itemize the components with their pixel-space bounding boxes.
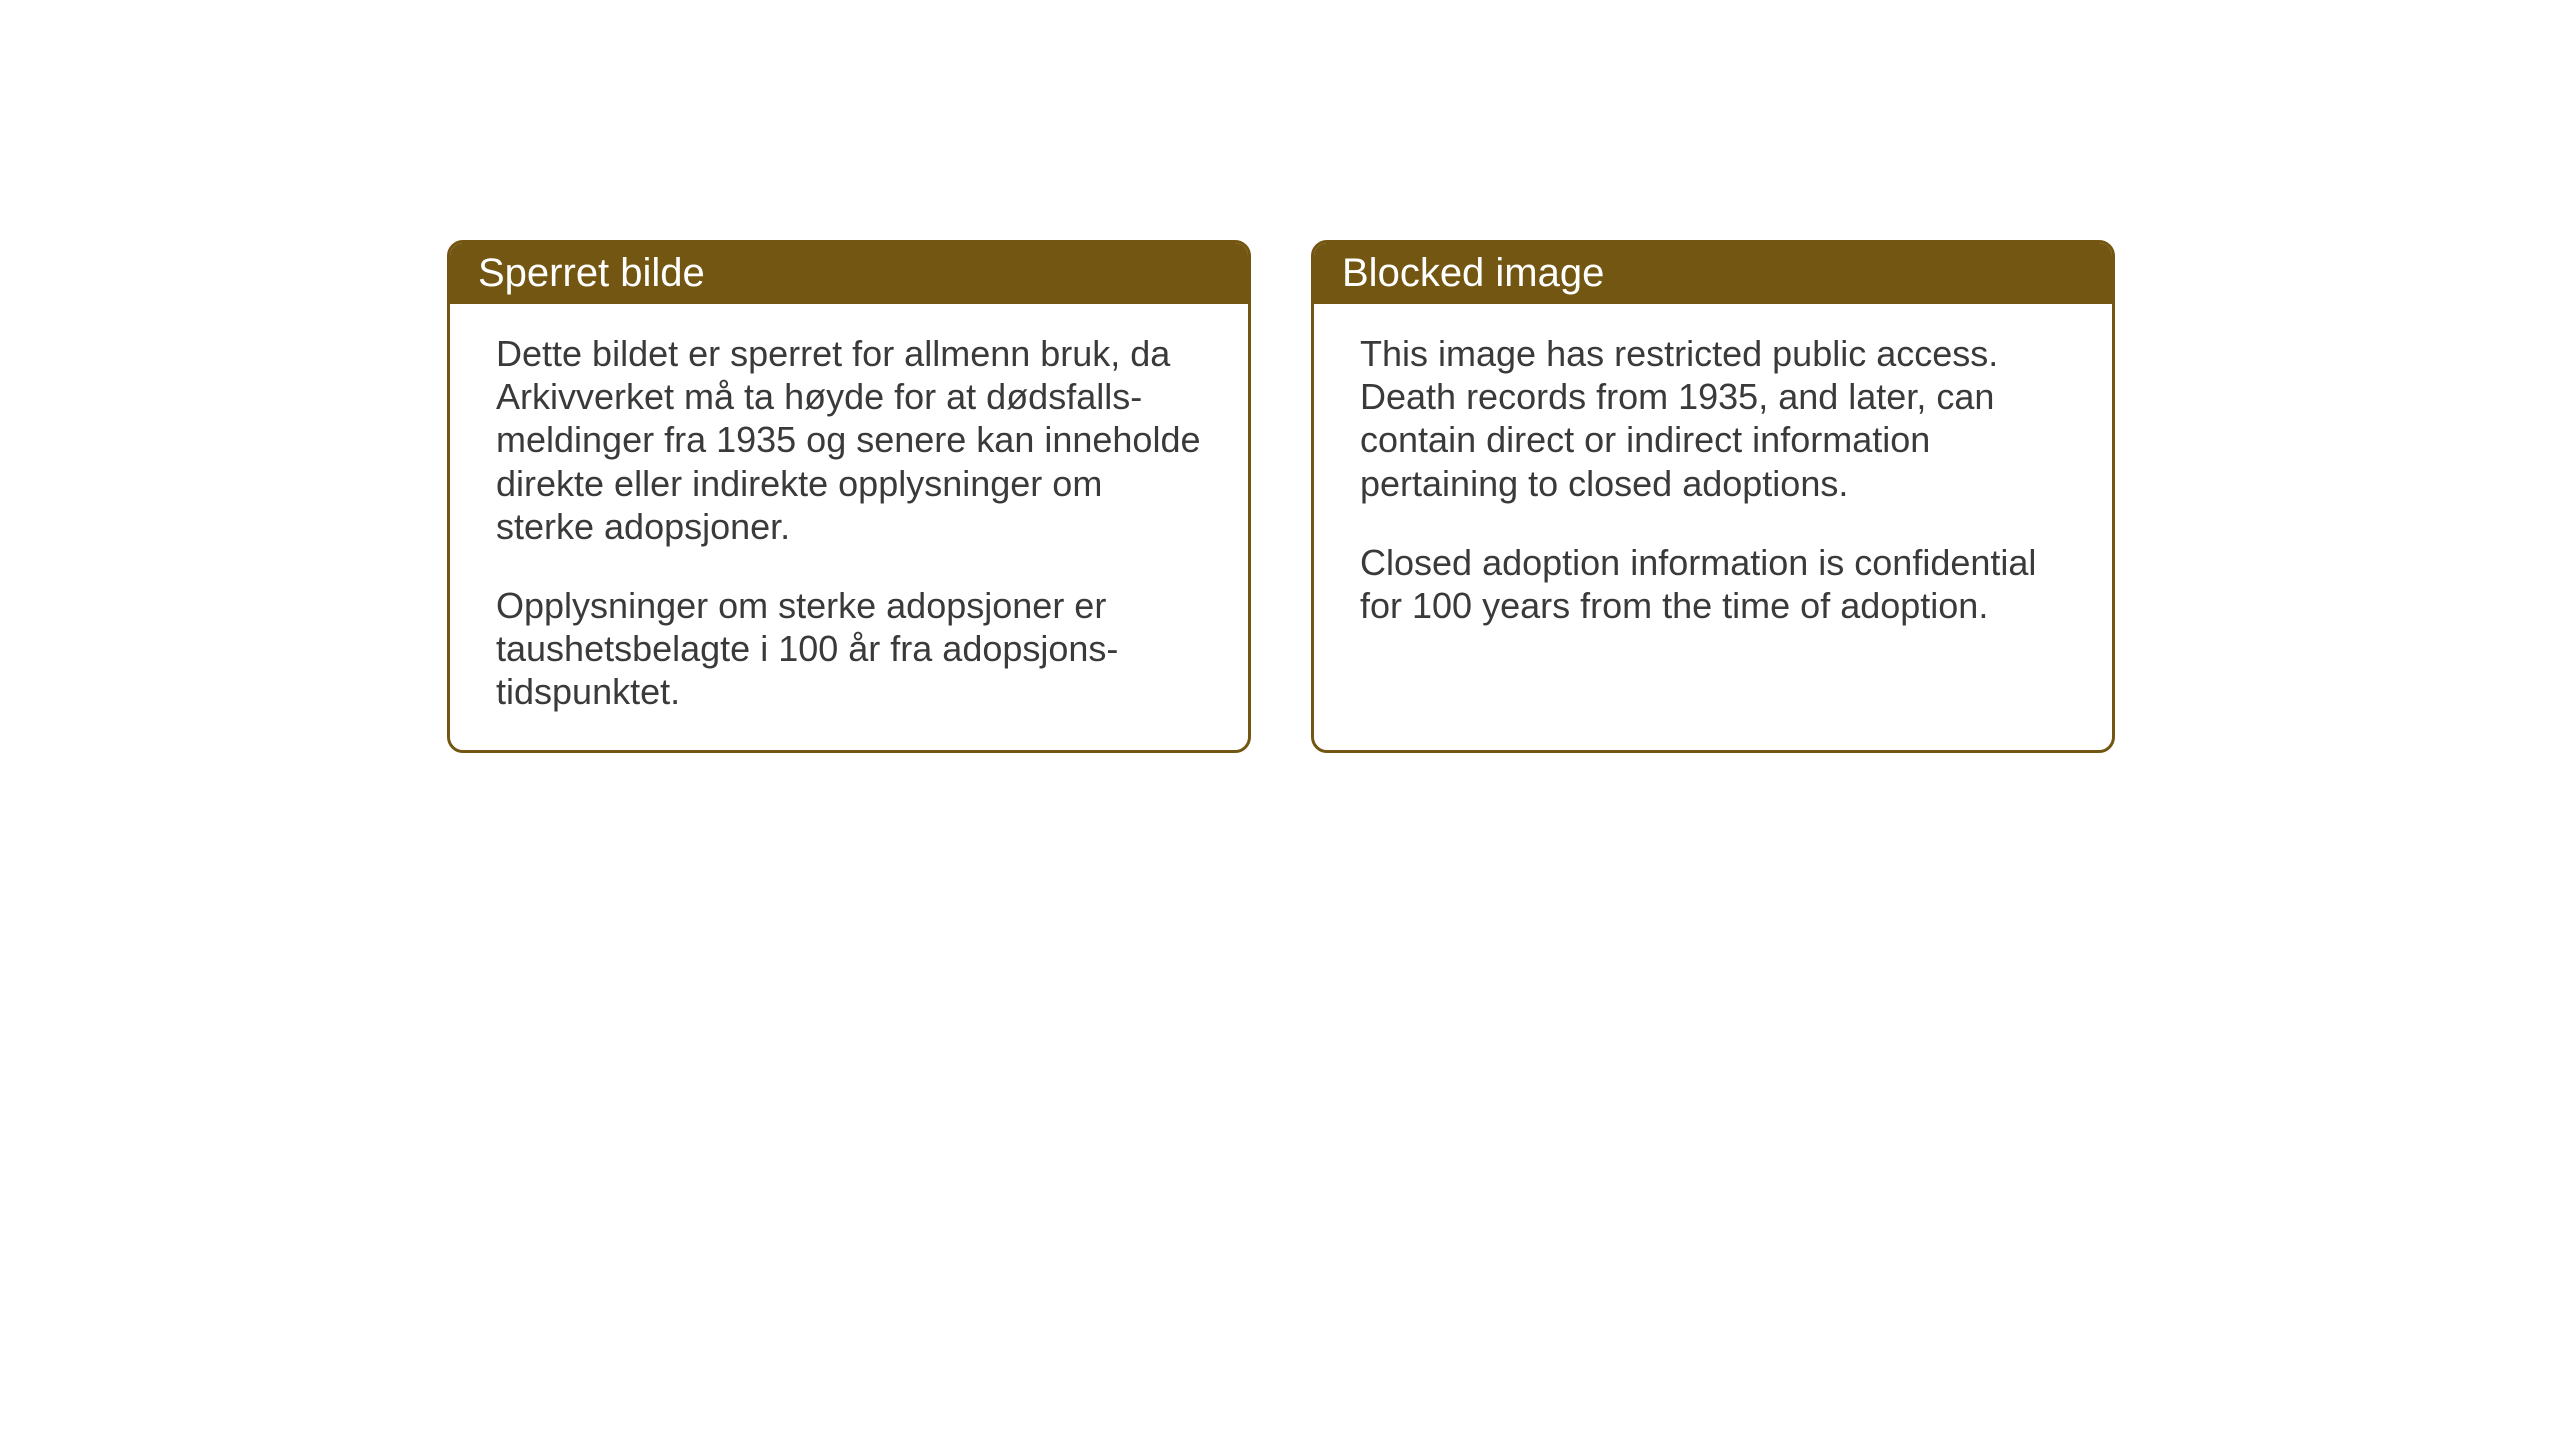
norwegian-card-title: Sperret bilde [450, 243, 1248, 304]
english-card-body: This image has restricted public access.… [1314, 304, 2112, 704]
norwegian-card: Sperret bilde Dette bildet er sperret fo… [447, 240, 1251, 753]
norwegian-card-body: Dette bildet er sperret for allmenn bruk… [450, 304, 1248, 750]
english-paragraph-2: Closed adoption information is confident… [1360, 541, 2066, 627]
english-paragraph-1: This image has restricted public access.… [1360, 332, 2066, 505]
norwegian-paragraph-2: Opplysninger om sterke adopsjoner er tau… [496, 584, 1202, 714]
english-card: Blocked image This image has restricted … [1311, 240, 2115, 753]
cards-container: Sperret bilde Dette bildet er sperret fo… [447, 240, 2115, 753]
english-card-title: Blocked image [1314, 243, 2112, 304]
norwegian-paragraph-1: Dette bildet er sperret for allmenn bruk… [496, 332, 1202, 548]
